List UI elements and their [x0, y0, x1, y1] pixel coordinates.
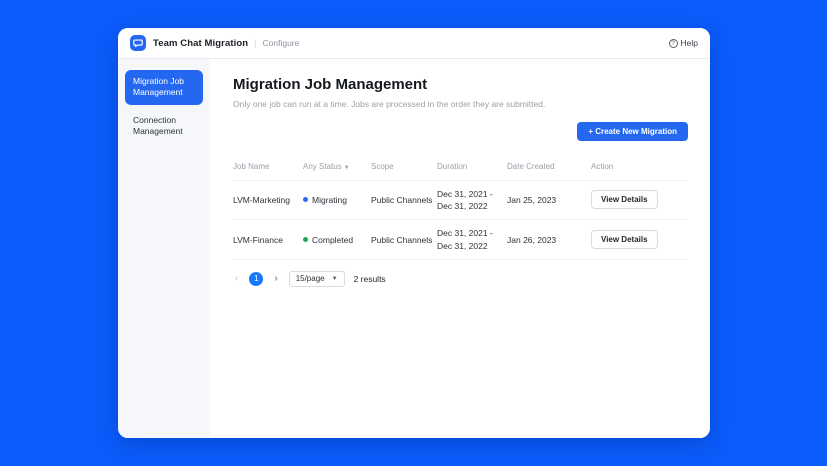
duration-cell: Dec 31, 2021 - Dec 31, 2022 [437, 228, 493, 251]
app-logo [130, 35, 146, 51]
table-header-row: Job Name Any Status ▼ Scope Duration Date… [233, 154, 688, 181]
help-button[interactable]: ? Help [668, 38, 698, 48]
pagination: ‹ 1 › 15/page ▼ 2 results [233, 270, 688, 287]
chevron-down-icon: ▼ [331, 275, 338, 282]
next-page-button[interactable]: › [274, 272, 278, 284]
status-dot-icon [303, 197, 308, 203]
chevron-down-icon: ▼ [343, 165, 350, 172]
app-title: Team Chat Migration [153, 37, 249, 49]
app-header: Team Chat Migration | Configure ? Help [118, 28, 710, 59]
column-header-scope: Scope [371, 162, 394, 172]
date-created-cell: Jan 26, 2023 [507, 234, 557, 245]
status-badge: Completed [303, 235, 367, 245]
scope-cell: Public Channels [371, 234, 433, 245]
column-header-date-created: Date Created [507, 162, 555, 172]
help-icon: ? [668, 38, 678, 48]
status-badge: Migrating [303, 195, 367, 205]
create-new-migration-button[interactable]: + Create New Migration [577, 122, 688, 141]
results-count: 2 results [353, 273, 386, 284]
column-header-job-name: Job Name [233, 162, 270, 172]
column-header-action: Action [591, 162, 614, 172]
scope-cell: Public Channels [371, 194, 433, 205]
sidebar-item-migration-job-management[interactable]: Migration Job Management [125, 70, 203, 105]
page-description: Only one job can run at a time. Jobs are… [233, 99, 546, 109]
page-title: Migration Job Management [233, 76, 428, 93]
page-number-button[interactable]: 1 [249, 271, 264, 286]
jobs-table: Job Name Any Status ▼ Scope Duration Date… [233, 154, 688, 260]
view-details-button[interactable]: View Details [591, 230, 658, 250]
sidebar: Migration Job Management Connection Mana… [118, 59, 210, 438]
nav-section-label: Configure [262, 38, 300, 48]
status-dot-icon [303, 237, 308, 243]
job-name-cell: LVM-Marketing [233, 194, 290, 205]
sidebar-item-connection-management[interactable]: Connection Management [133, 114, 183, 137]
table-row: LVM-Finance Completed Public Channels De… [233, 220, 688, 260]
header-divider: | [254, 38, 257, 48]
previous-page-button[interactable]: ‹ [235, 272, 239, 284]
chat-bubble-icon [133, 39, 143, 48]
table-row: LVM-Marketing Migrating Public Channels … [233, 181, 688, 221]
column-header-duration: Duration [437, 162, 468, 171]
status-filter-dropdown[interactable]: Any Status ▼ [303, 162, 350, 172]
app-window: Team Chat Migration | Configure ? Help M… [118, 28, 710, 438]
job-name-cell: LVM-Finance [233, 234, 283, 245]
main-content: Migration Job Management Only one job ca… [210, 59, 710, 438]
page-size-select[interactable]: 15/page ▼ [288, 270, 345, 287]
help-label: Help [680, 38, 698, 48]
duration-cell: Dec 31, 2021 - Dec 31, 2022 [437, 188, 493, 211]
date-created-cell: Jan 25, 2023 [507, 194, 557, 205]
view-details-button[interactable]: View Details [591, 190, 658, 210]
